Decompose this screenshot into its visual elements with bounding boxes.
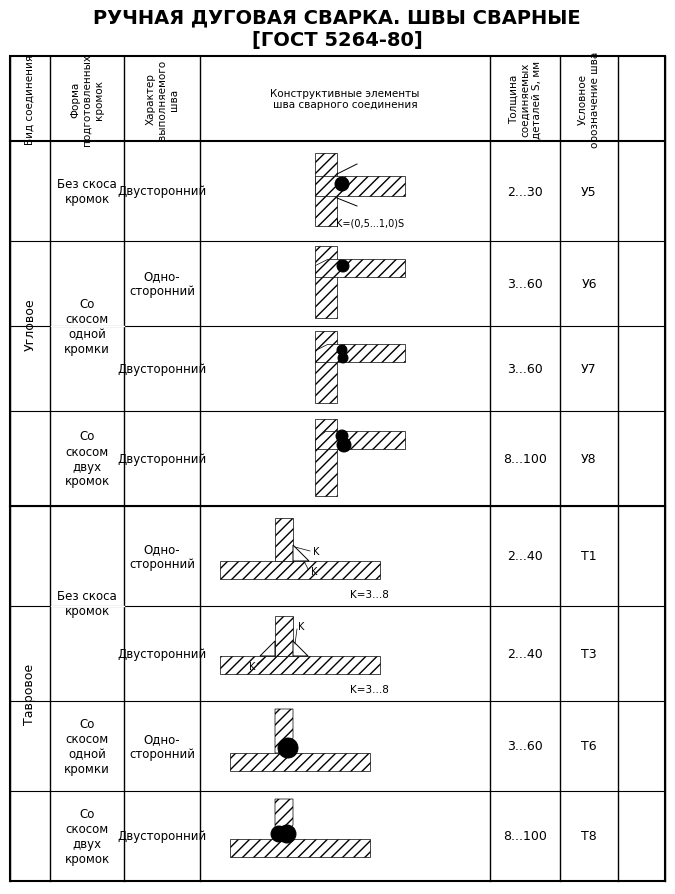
Polygon shape [220, 561, 380, 579]
Polygon shape [315, 260, 405, 278]
Text: Условное
obозначение шва: Условное obозначение шва [578, 51, 600, 148]
Text: [ГОСТ 5264-80]: [ГОСТ 5264-80] [252, 30, 423, 49]
Text: Т1: Т1 [581, 550, 597, 563]
Polygon shape [275, 519, 293, 561]
Circle shape [336, 431, 348, 443]
Text: У5: У5 [581, 185, 597, 198]
Polygon shape [315, 247, 337, 318]
Circle shape [278, 738, 298, 758]
Text: K=3...8: K=3...8 [350, 684, 389, 695]
Text: Толщина
соединяемых
деталей S, мм: Толщина соединяемых деталей S, мм [508, 61, 541, 139]
Text: Двусторонний: Двусторонний [117, 363, 207, 375]
Polygon shape [315, 419, 337, 496]
Text: Тавровое: Тавровое [24, 663, 36, 724]
Text: У7: У7 [581, 363, 597, 375]
Polygon shape [260, 641, 275, 656]
Polygon shape [275, 616, 293, 656]
Circle shape [337, 346, 347, 356]
Text: Одно-
сторонний: Одно- сторонний [129, 543, 195, 570]
Polygon shape [315, 177, 405, 197]
Polygon shape [230, 839, 370, 857]
Text: У6: У6 [581, 278, 597, 291]
Text: Со
скосом
двух
кромок: Со скосом двух кромок [64, 807, 109, 865]
Text: K=3...8: K=3...8 [350, 589, 389, 599]
Polygon shape [315, 332, 337, 403]
Polygon shape [293, 641, 308, 656]
Text: 2...40: 2...40 [507, 647, 543, 661]
Text: 2...40: 2...40 [507, 550, 543, 563]
Text: Характер
выполняемого
шва: Характер выполняемого шва [145, 59, 179, 139]
Text: Конструктивные элементы
шва сварного соединения: Конструктивные элементы шва сварного сое… [270, 89, 420, 110]
Polygon shape [230, 753, 370, 772]
Text: 2...30: 2...30 [507, 185, 543, 198]
Text: Со
скосом
одной
кромки: Со скосом одной кромки [64, 298, 110, 356]
Text: РУЧНАЯ ДУГОВАЯ СВАРКА. ШВЫ СВАРНЫЕ: РУЧНАЯ ДУГОВАЯ СВАРКА. ШВЫ СВАРНЫЕ [93, 8, 580, 28]
Text: Вид соединения: Вид соединения [25, 55, 35, 145]
Polygon shape [275, 799, 293, 839]
Text: Угловое: Угловое [24, 298, 36, 350]
Text: Т8: Т8 [581, 830, 597, 842]
Text: 8...100: 8...100 [503, 452, 547, 466]
Polygon shape [220, 656, 380, 674]
Polygon shape [275, 709, 293, 753]
Circle shape [338, 354, 348, 364]
Polygon shape [315, 154, 337, 227]
Text: K: K [313, 546, 319, 556]
Text: Без скоса
кромок: Без скоса кромок [57, 178, 117, 206]
Circle shape [337, 261, 349, 273]
Text: K: K [248, 662, 255, 671]
Text: Т3: Т3 [581, 647, 597, 661]
Text: Со
скосом
двух
кромок: Со скосом двух кромок [64, 430, 109, 488]
Text: У8: У8 [581, 452, 597, 466]
Polygon shape [293, 545, 309, 561]
Text: Со
скосом
одной
кромки: Со скосом одной кромки [64, 717, 110, 775]
Text: K=(0,5...1,0)S: K=(0,5...1,0)S [336, 219, 404, 229]
Text: 3...60: 3...60 [507, 278, 543, 291]
Text: Двусторонний: Двусторонний [117, 830, 207, 842]
Circle shape [335, 178, 349, 192]
Polygon shape [315, 432, 405, 450]
Circle shape [278, 825, 296, 843]
Text: Т6: Т6 [581, 739, 597, 753]
Text: 8...100: 8...100 [503, 830, 547, 842]
Text: Двусторонний: Двусторонний [117, 647, 207, 661]
Text: Одно-
сторонний: Одно- сторонний [129, 270, 195, 299]
Circle shape [337, 439, 351, 452]
Text: K: K [298, 621, 304, 631]
Text: K: K [311, 567, 317, 577]
Text: Без скоса
кромок: Без скоса кромок [57, 590, 117, 618]
Text: 3...60: 3...60 [507, 739, 543, 753]
Circle shape [271, 826, 287, 842]
Text: Двусторонний: Двусторонний [117, 452, 207, 466]
Text: Одно-
сторонний: Одно- сторонний [129, 732, 195, 760]
Text: 3...60: 3...60 [507, 363, 543, 375]
Polygon shape [315, 344, 405, 363]
Text: Форма
подготовленных
кромок: Форма подготовленных кромок [70, 54, 103, 146]
Text: Двусторонний: Двусторонний [117, 185, 207, 198]
